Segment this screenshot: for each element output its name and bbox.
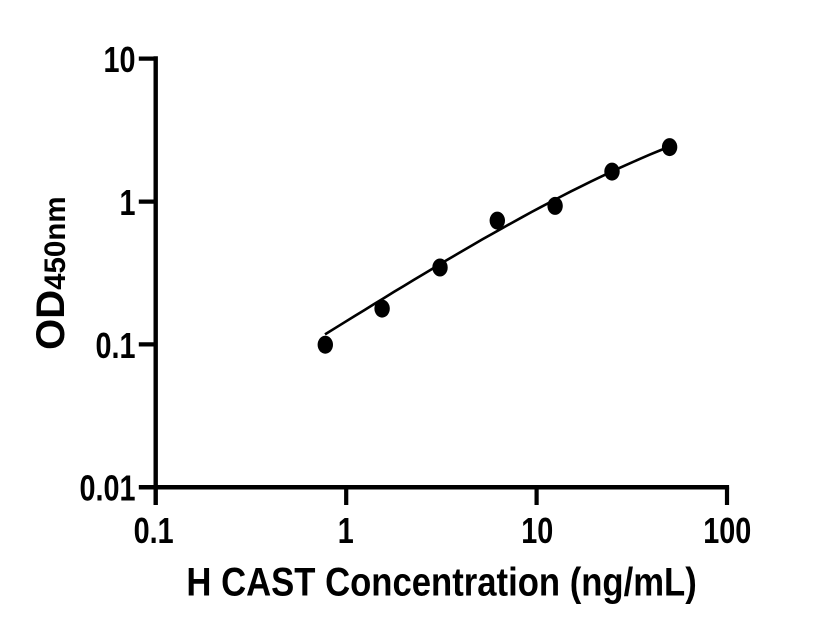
svg-text:1: 1 (119, 182, 135, 223)
svg-text:0.01: 0.01 (79, 467, 135, 508)
svg-text:1: 1 (338, 510, 354, 551)
svg-text:H CAST Concentration (ng/mL): H CAST Concentration (ng/mL) (186, 559, 696, 604)
svg-text:10: 10 (103, 39, 135, 80)
svg-text:100: 100 (703, 510, 751, 551)
svg-text:0.1: 0.1 (134, 510, 174, 551)
svg-text:0.1: 0.1 (95, 325, 135, 366)
svg-text:10: 10 (521, 510, 553, 551)
svg-text:OD450nm: OD450nm (29, 196, 73, 349)
